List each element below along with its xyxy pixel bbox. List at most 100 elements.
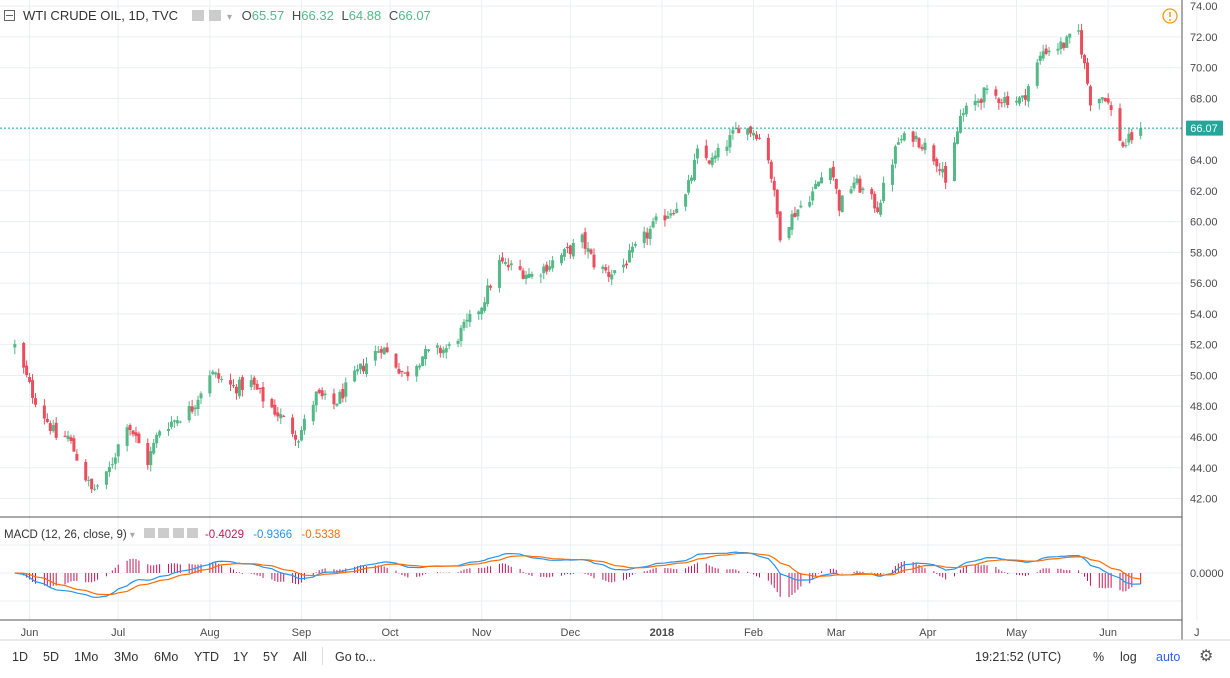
candle-body [335, 403, 339, 406]
candle-body [870, 189, 874, 195]
log-toggle[interactable]: log [1120, 650, 1137, 664]
candle-body [1097, 98, 1101, 104]
range-button-6mo[interactable]: 6Mo [154, 650, 179, 664]
candle-body [72, 438, 76, 452]
candle-body [982, 87, 986, 103]
candle-body [734, 128, 738, 130]
candle-body [1038, 55, 1042, 61]
candle-body [645, 232, 649, 239]
candle-body [477, 311, 481, 315]
candle-body [882, 182, 886, 201]
symbol-title[interactable]: WTI CRUDE OIL, 1D, TVC [23, 8, 179, 23]
goto-button[interactable]: Go to... [335, 650, 376, 664]
last-price-label-bg [1186, 120, 1223, 136]
candle-body [1106, 98, 1110, 103]
price-axis[interactable]: 42.00 44.00 46.00 48.00 50.00 52.00 54.00 56.00… [1190, 1, 1218, 505]
candle-body [113, 457, 117, 464]
range-button-ytd[interactable]: YTD [194, 650, 219, 664]
hide-icon[interactable] [209, 10, 222, 21]
candle-body [672, 213, 676, 215]
dropdown-icon[interactable]: ▾ [226, 12, 232, 23]
range-button-1y[interactable]: 1Y [233, 650, 249, 664]
settings-icon[interactable] [191, 10, 204, 21]
candle-body [651, 221, 655, 228]
high-label: H [291, 8, 302, 23]
candle-body [1109, 105, 1113, 110]
time-tick-label: Nov [472, 627, 492, 639]
candle-body [317, 389, 321, 393]
candle-body [255, 383, 259, 390]
macd-hide-icon[interactable] [158, 528, 170, 538]
candle-body [356, 369, 360, 372]
candle-body [87, 479, 91, 481]
candle-body [270, 399, 274, 408]
candle-body [852, 182, 856, 189]
macd-title[interactable]: MACD (12, 26, close, 9) [4, 529, 127, 541]
candle-body [775, 189, 779, 215]
percent-toggle[interactable]: % [1093, 650, 1105, 664]
range-button-5d[interactable]: 5D [43, 650, 59, 664]
candle-body [456, 340, 460, 344]
candle-body [586, 248, 590, 252]
candle-body [90, 478, 94, 490]
gear-icon[interactable]: ⚙ [1199, 648, 1214, 665]
auto-toggle[interactable]: auto [1156, 650, 1181, 664]
macd-settings-icon[interactable] [144, 528, 156, 538]
candle-body [648, 228, 652, 240]
macd-dropdown-icon[interactable]: ▾ [129, 530, 135, 541]
candle-body [261, 387, 265, 402]
macd-more-icon[interactable] [172, 528, 184, 538]
candle-body [146, 443, 150, 466]
range-button-1mo[interactable]: 1Mo [74, 650, 99, 664]
candle-body [861, 188, 865, 191]
candle-body [855, 178, 859, 184]
candle-body [994, 89, 998, 96]
candle-body [695, 148, 699, 159]
candle-body [54, 422, 58, 438]
candle-body [1085, 62, 1089, 84]
candle-body [935, 158, 939, 167]
candle-body [1056, 48, 1060, 51]
candle-body [583, 232, 587, 249]
candle-body [323, 393, 327, 396]
utc-clock[interactable]: 19:21:52 (UTC) [975, 650, 1062, 664]
alert-icon[interactable] [1162, 8, 1178, 24]
range-button-all[interactable]: All [293, 650, 307, 664]
candle-body [134, 432, 138, 436]
candle-body [93, 488, 97, 490]
time-axis[interactable]: Jun Jul Aug Sep Oct Nov Dec 2018 Feb Mar Apr May Jun… [21, 627, 1200, 639]
macd-close-icon[interactable] [186, 528, 198, 538]
range-button-1d[interactable]: 1D [12, 650, 28, 664]
price-tick-label: 60.00 [1190, 217, 1218, 229]
candle-body [190, 406, 194, 412]
candle-body [1127, 133, 1131, 143]
candle-body [400, 371, 404, 373]
candle-body [917, 138, 921, 148]
close-label: C [388, 8, 399, 23]
candle-body [625, 263, 629, 266]
grid-lines [0, 0, 1198, 620]
candle-body [521, 270, 525, 279]
range-button-3mo[interactable]: 3Mo [114, 650, 139, 664]
candle-body [110, 464, 114, 466]
price-tick-label: 48.00 [1190, 401, 1218, 413]
candle-body [958, 115, 962, 133]
candle-body [752, 132, 756, 136]
candle-body [406, 371, 410, 377]
range-button-5y[interactable]: 5Y [263, 650, 279, 664]
candle-body [707, 160, 711, 164]
candle-body [1059, 41, 1063, 50]
price-tick-label: 70.00 [1190, 63, 1218, 75]
candle-body [69, 437, 73, 441]
candle-body [1035, 62, 1039, 86]
price-tick-label: 68.00 [1190, 93, 1218, 105]
candle-body [985, 88, 989, 91]
candle-body [353, 370, 357, 382]
collapse-icon[interactable] [4, 10, 15, 21]
candle-body [34, 398, 38, 405]
candle-body [273, 404, 277, 415]
candle-body [187, 406, 191, 421]
candle-body [344, 382, 348, 397]
candle-body [214, 372, 218, 375]
